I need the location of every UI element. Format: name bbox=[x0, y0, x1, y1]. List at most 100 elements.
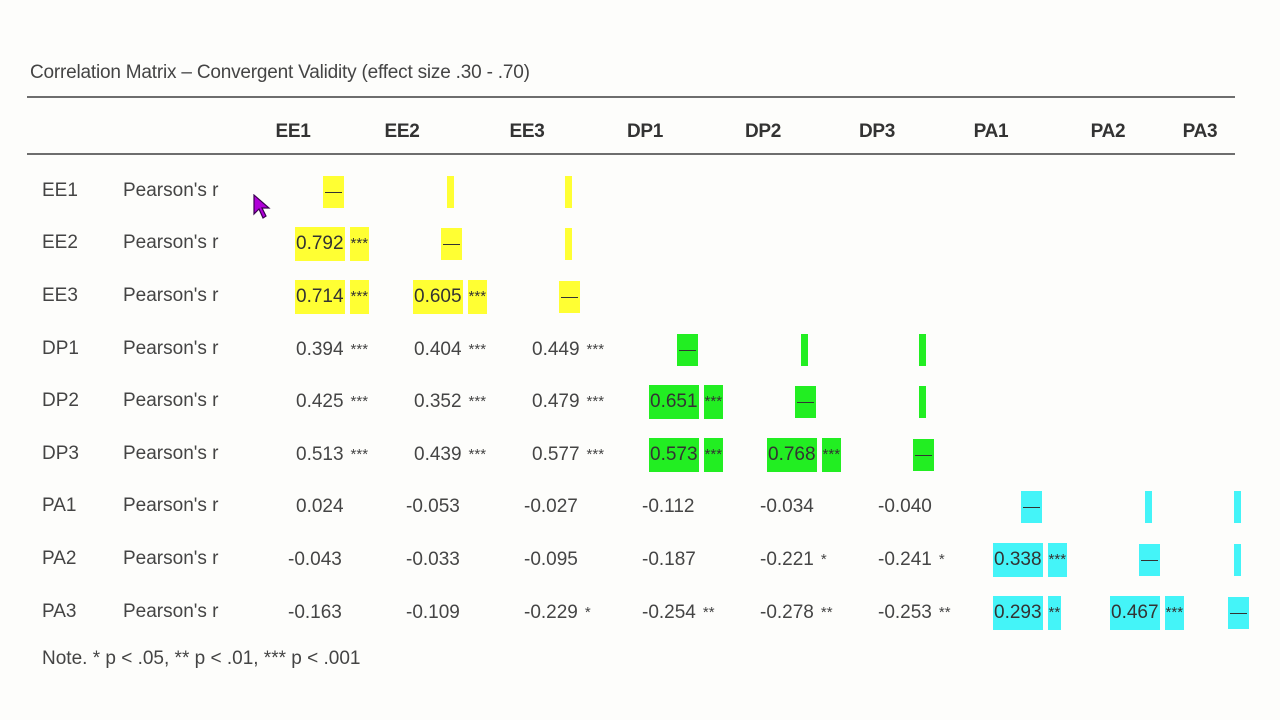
diagonal-dash-pa3 bbox=[1228, 597, 1249, 629]
r-value: 0.651 bbox=[649, 385, 699, 419]
r-value: 0.467 bbox=[1110, 596, 1160, 630]
correlation-cell-pa3-dp3: -0.253 ** bbox=[877, 596, 952, 630]
significance-stars: *** bbox=[350, 446, 369, 463]
empty-upper-cell-pa1-pa3 bbox=[1234, 491, 1241, 523]
r-value: -0.241 bbox=[878, 549, 932, 570]
significance-stars: *** bbox=[703, 385, 724, 419]
significance-stars: *** bbox=[350, 393, 369, 410]
row-stat-label: Pearson's r bbox=[123, 180, 219, 201]
r-value: -0.112 bbox=[642, 496, 695, 517]
correlation-cell-pa1-ee1: 0.024 bbox=[295, 490, 345, 524]
correlation-cell-ee2-ee1: 0.792 *** bbox=[295, 227, 370, 261]
r-value: 0.425 bbox=[296, 391, 344, 412]
significance-stars: ** bbox=[938, 604, 951, 621]
correlation-cell-pa1-dp1: -0.112 bbox=[641, 490, 695, 524]
significance-stars: *** bbox=[1164, 596, 1185, 630]
mouse-cursor-icon bbox=[253, 194, 271, 219]
r-value: -0.053 bbox=[406, 496, 460, 517]
diagonal-dash-ee2 bbox=[441, 228, 462, 260]
r-value: -0.034 bbox=[760, 496, 814, 517]
correlation-cell-pa1-ee2: -0.053 bbox=[405, 490, 461, 524]
row-label-ee1: EE1 bbox=[42, 180, 78, 201]
row-stat-label: Pearson's r bbox=[123, 285, 219, 306]
r-value: 0.792 bbox=[295, 227, 345, 261]
r-value: 0.605 bbox=[413, 280, 463, 314]
correlation-cell-dp1-ee2: 0.404 *** bbox=[413, 333, 487, 367]
correlation-cell-dp2-dp1: 0.651 *** bbox=[649, 385, 724, 419]
r-value: 0.404 bbox=[414, 339, 462, 360]
diagonal-dash-pa1 bbox=[1021, 491, 1042, 523]
title-rule bbox=[27, 96, 1235, 98]
correlation-cell-ee3-ee1: 0.714 *** bbox=[295, 280, 370, 314]
correlation-cell-dp3-ee3: 0.577 *** bbox=[531, 438, 605, 472]
correlation-cell-pa2-dp2: -0.221 * bbox=[759, 543, 828, 577]
r-value: -0.040 bbox=[878, 496, 932, 517]
correlation-cell-dp3-ee1: 0.513 *** bbox=[295, 438, 369, 472]
table-title: Correlation Matrix – Convergent Validity… bbox=[30, 62, 530, 83]
row-label-dp2: DP2 bbox=[42, 390, 79, 411]
significance-stars: *** bbox=[1047, 543, 1068, 577]
column-header-ee3: EE3 bbox=[509, 121, 545, 142]
r-value: 0.577 bbox=[532, 444, 580, 465]
significance-stars: *** bbox=[349, 280, 370, 314]
correlation-cell-pa3-ee1: -0.163 bbox=[287, 596, 343, 630]
row-label-pa2: PA2 bbox=[42, 548, 77, 569]
significance-stars: *** bbox=[468, 341, 487, 358]
significance-stars: * bbox=[938, 551, 945, 568]
row-label-pa1: PA1 bbox=[42, 495, 77, 516]
column-header-pa2: PA2 bbox=[1090, 121, 1126, 142]
diagonal-dash-ee1 bbox=[323, 176, 344, 208]
significance-stars: *** bbox=[821, 438, 842, 472]
correlation-cell-dp2-ee1: 0.425 *** bbox=[295, 385, 369, 419]
r-value: 0.768 bbox=[767, 438, 817, 472]
empty-upper-cell-pa2-pa3 bbox=[1234, 544, 1241, 576]
empty-upper-cell-dp1-dp2 bbox=[801, 334, 808, 366]
column-header-ee1: EE1 bbox=[275, 121, 311, 142]
diagonal-dash-dp2 bbox=[795, 386, 816, 418]
correlation-cell-pa2-ee3: -0.095 bbox=[523, 543, 579, 577]
significance-stars: *** bbox=[468, 393, 487, 410]
r-value: 0.352 bbox=[414, 391, 462, 412]
significance-stars: * bbox=[584, 604, 591, 621]
significance-stars: *** bbox=[586, 341, 605, 358]
row-label-dp3: DP3 bbox=[42, 443, 79, 464]
row-stat-label: Pearson's r bbox=[123, 232, 219, 253]
significance-note: Note. * p < .05, ** p < .01, *** p < .00… bbox=[42, 648, 361, 669]
correlation-cell-pa3-pa1: 0.293 ** bbox=[993, 596, 1062, 630]
empty-upper-cell-dp2-dp3 bbox=[919, 386, 926, 418]
correlation-cell-dp1-ee1: 0.394 *** bbox=[295, 333, 369, 367]
r-value: -0.033 bbox=[406, 549, 460, 570]
significance-stars: ** bbox=[702, 604, 715, 621]
r-value: 0.714 bbox=[295, 280, 345, 314]
r-value: 0.439 bbox=[414, 444, 462, 465]
row-stat-label: Pearson's r bbox=[123, 338, 219, 359]
r-value: -0.027 bbox=[524, 496, 578, 517]
column-header-dp2: DP2 bbox=[744, 121, 782, 142]
correlation-cell-pa2-ee1: -0.043 bbox=[287, 543, 343, 577]
r-value: -0.221 bbox=[760, 549, 814, 570]
row-stat-label: Pearson's r bbox=[123, 601, 219, 622]
significance-stars: *** bbox=[467, 280, 488, 314]
r-value: 0.513 bbox=[296, 444, 344, 465]
r-value: 0.573 bbox=[649, 438, 699, 472]
significance-stars: *** bbox=[349, 227, 370, 261]
diagonal-dash-ee3 bbox=[559, 281, 580, 313]
r-value: -0.253 bbox=[878, 602, 932, 623]
correlation-cell-dp3-dp1: 0.573 *** bbox=[649, 438, 724, 472]
significance-stars: ** bbox=[1047, 596, 1062, 630]
correlation-cell-dp2-ee3: 0.479 *** bbox=[531, 385, 605, 419]
diagonal-dash-dp1 bbox=[677, 334, 698, 366]
r-value: 0.449 bbox=[532, 339, 580, 360]
column-header-ee2: EE2 bbox=[384, 121, 420, 142]
diagonal-dash-dp3 bbox=[913, 439, 934, 471]
r-value: 0.293 bbox=[993, 596, 1043, 630]
r-value: -0.109 bbox=[406, 602, 460, 623]
significance-stars: *** bbox=[468, 446, 487, 463]
r-value: 0.338 bbox=[993, 543, 1043, 577]
correlation-cell-pa1-dp3: -0.040 bbox=[877, 490, 933, 524]
column-header-pa3: PA3 bbox=[1182, 121, 1218, 142]
significance-stars: *** bbox=[350, 341, 369, 358]
empty-upper-cell-dp1-dp3 bbox=[919, 334, 926, 366]
r-value: 0.479 bbox=[532, 391, 580, 412]
r-value: 0.024 bbox=[296, 496, 344, 517]
